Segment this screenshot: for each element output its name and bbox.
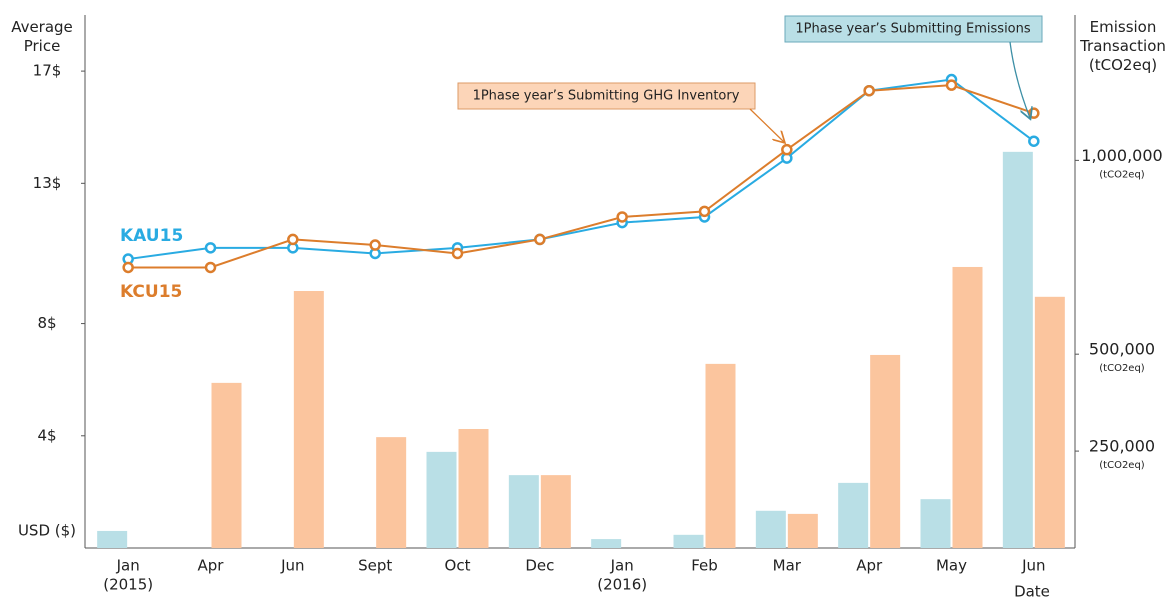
y2-tick-unit: (tCO2eq) [1099,169,1145,180]
bar [508,475,539,548]
bar [673,534,704,548]
bar [591,539,622,548]
x-tick-label: May [936,557,967,575]
series-label: KAU15 [120,226,183,246]
bar [293,290,324,548]
y-label: Average Price [11,18,73,55]
x-tick-sublabel: (2016) [597,576,647,594]
x-tick-sublabel: (2015) [103,576,153,594]
bar [952,266,983,548]
x-tick-label: Feb [691,557,718,575]
annotation-box [457,82,756,110]
bar [426,451,457,548]
bar [870,354,901,548]
annotation-arrow [1009,41,1030,118]
bar [920,499,951,548]
x-tick-label: Jun [280,557,304,575]
y2-tick-label: 500,000 [1089,340,1155,359]
y-unit-label: USD ($) [18,522,76,540]
annotation-box [784,15,1043,43]
point [204,261,217,274]
bar [755,510,786,548]
point [287,233,299,246]
bar [376,437,407,548]
bar [458,428,489,548]
bar [705,363,736,548]
point [122,261,134,274]
x-tick-label: Dec [525,557,554,575]
bar [838,482,869,548]
point [369,239,381,251]
y2-tick-label: 1,000,000 [1081,146,1162,165]
series-label: KCU15 [120,282,182,302]
point [863,84,875,97]
y-tick-label: 17$ [33,62,62,80]
annotation-arrow [749,108,784,142]
y2-tick-unit: (tCO2eq) [1099,460,1145,471]
y-tick-label: 8$ [37,314,56,332]
y-tick-label: 13$ [33,174,62,192]
bar [1002,151,1033,548]
y2-tick-unit: (tCO2eq) [1099,363,1145,374]
x-tick-label: Apr [856,557,883,575]
line [128,84,1035,269]
x-tick-label: Jan [610,557,634,575]
bar [540,475,571,548]
bar [787,513,818,548]
point [616,211,628,223]
x-tick-label: Jun [1021,557,1045,575]
x-tick-label: Sept [358,557,392,575]
x-tick-label: Mar [773,557,802,575]
point [945,79,958,91]
y-tick-label: 4$ [37,426,56,444]
annotation: 1Phase year’s Submitting GHG Inventory [473,89,740,104]
annotation: 1Phase year’s Submitting Emissions [795,22,1031,37]
bar [211,382,242,548]
point [781,143,793,156]
point [1028,107,1040,119]
point [1028,135,1040,147]
y2-tick-label: 250,000 [1089,437,1155,456]
x-tick-label: Jan [116,557,140,575]
point [204,242,217,254]
x-tick-label: Apr [198,557,225,575]
y2-label: Emission Transaction (tCO2eq) [1080,18,1166,74]
bar [1034,296,1065,548]
point [451,247,464,260]
point [698,205,711,218]
bar [97,530,128,548]
x-label: Date [1014,583,1050,600]
x-tick-label: Oct [445,557,471,575]
point [534,233,546,246]
